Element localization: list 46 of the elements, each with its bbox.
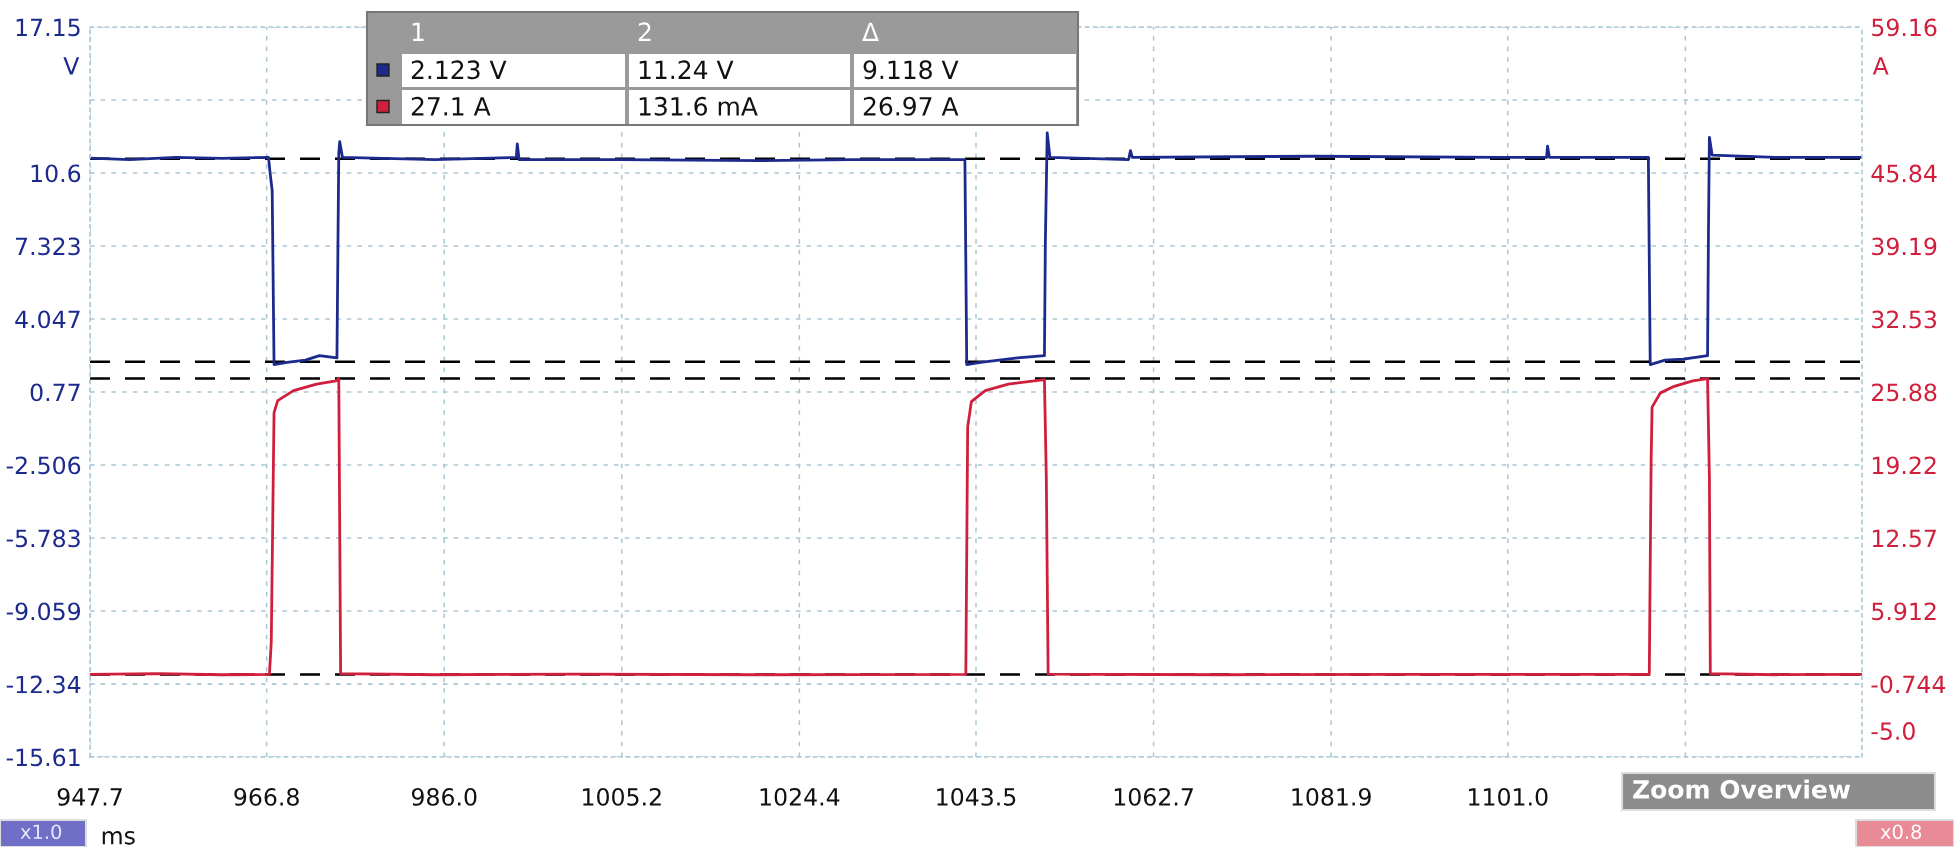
y-tick-label: -2.506 <box>6 456 81 475</box>
y2-tick-label: 32.53 <box>1872 310 1937 329</box>
annotation: 9.118 V <box>863 60 959 80</box>
y2-tick-label: 25.88 <box>1872 383 1937 402</box>
annotation: 2.123 V <box>411 60 507 80</box>
x-tick-label: 1062.7 <box>1114 787 1193 806</box>
y-tick-label: 0.77 <box>30 383 80 402</box>
y-tick-label: -5.783 <box>6 529 80 548</box>
y-tick-label: -12.34 <box>6 675 81 694</box>
annotation: 27.1 A <box>411 96 491 116</box>
y2-tick-label: 5.912 <box>1872 602 1936 621</box>
y-tick-label: 4.047 <box>15 310 80 329</box>
y2-tick-label: 45.84 <box>1871 164 1937 183</box>
annotation: Δ <box>862 22 879 41</box>
x-tick-label: 1024.4 <box>760 787 840 806</box>
line-series <box>90 377 1862 677</box>
annotation: 2 <box>638 22 651 41</box>
x-tick-label: 966.8 <box>234 787 299 806</box>
y-tick-label: 7.323 <box>16 237 80 256</box>
y-axis-title: V <box>63 57 80 75</box>
text: Zoom Overview <box>1633 779 1851 799</box>
annotation: 11.24 V <box>639 60 734 79</box>
x-tick-label: 1081.9 <box>1292 787 1371 806</box>
y-tick-label: 17.15 <box>16 18 80 37</box>
y2-tick-label: -5.0 <box>1871 722 1915 740</box>
x-tick-label: 1043.5 <box>937 787 1016 806</box>
y-tick-label: -9.059 <box>6 602 81 621</box>
x-tick-label: 1101.0 <box>1469 787 1548 806</box>
text: x1.0 <box>20 824 62 840</box>
x-tick-label: 947.7 <box>57 787 122 806</box>
x-tick-label: 1005.2 <box>583 787 661 806</box>
y2-axis-title: A <box>1872 57 1889 75</box>
y2-tick-label: 39.19 <box>1872 237 1937 256</box>
text: x0.8 <box>1880 824 1922 840</box>
y-tick-label: 10.6 <box>31 164 81 183</box>
y-tick-label: -15.61 <box>6 748 80 767</box>
line-series <box>90 131 1862 366</box>
y2-tick-label: 59.16 <box>1872 18 1937 37</box>
x-axis-title: ms <box>102 831 135 845</box>
annotation: 26.97 A <box>863 96 959 116</box>
x-tick-label: 986.0 <box>411 787 477 806</box>
y2-tick-label: 19.22 <box>1872 456 1936 475</box>
y2-tick-label: -0.744 <box>1871 675 1946 694</box>
y2-tick-label: 12.57 <box>1872 529 1936 548</box>
annotation: 131.6 mA <box>639 96 758 116</box>
annotation: 1 <box>412 22 424 41</box>
